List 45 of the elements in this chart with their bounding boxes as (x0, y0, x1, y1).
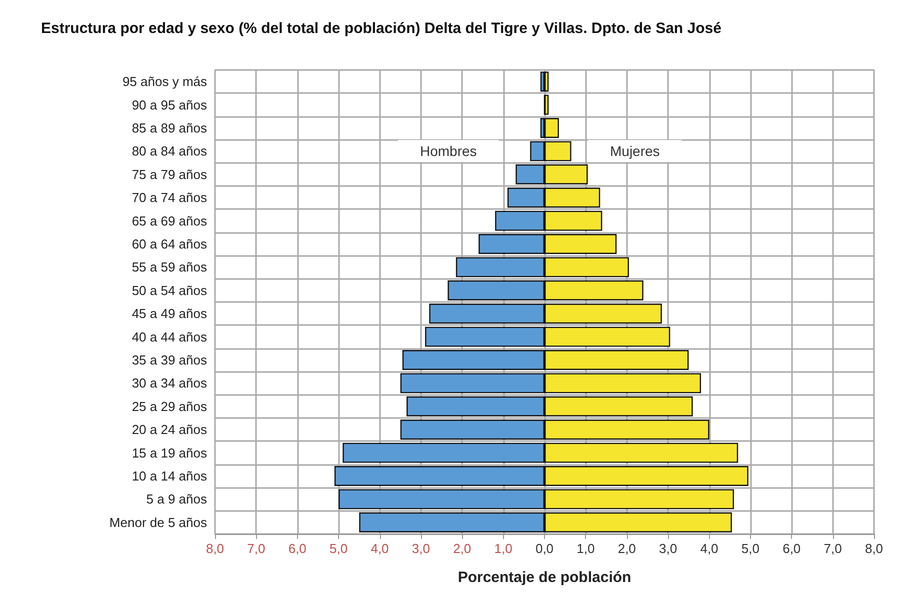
chart-title: Estructura por edad y sexo (% del total de población) Delta del Tigre y Villas. Dpto. de San José (41, 20, 722, 37)
series-label: Mujeres (610, 143, 660, 159)
x-tick-label: 3,0 (412, 541, 430, 556)
x-tick-label: 8,0 (206, 541, 224, 556)
y-tick-label: 30 a 34 años (132, 376, 208, 391)
text: Hombres (420, 143, 477, 159)
x-tick-label: 6,0 (782, 541, 801, 556)
y-tick-label: 85 a 89 años (132, 120, 208, 136)
x-tick-label: 6,0 (288, 541, 306, 556)
x-tick-label: 7,0 (824, 541, 842, 556)
y-tick-label: 35 a 39 años (132, 352, 208, 368)
y-tick-label: 45 a 49 años (132, 306, 208, 322)
y-tick-label: 95 años y más (122, 74, 208, 90)
y-tick-label: 80 a 84 años (132, 144, 208, 159)
bar (544, 72, 549, 92)
x-tick-label: 4,0 (370, 541, 389, 556)
y-tick-label: Menor de 5 años (109, 514, 208, 530)
y-tick-label: 65 a 69 años (132, 213, 208, 228)
x-axis-title: Porcentaje de población (458, 569, 632, 586)
x-tick-label: 2,0 (618, 541, 636, 556)
x-tick-label: 2,0 (453, 541, 472, 556)
y-tick-label: 25 a 29 años (132, 398, 208, 414)
x-tick-label: 5,0 (330, 541, 348, 556)
x-tick-label: 8,0 (864, 541, 884, 556)
y-tick-label: 50 a 54 años (132, 282, 208, 298)
y-tick-label: 20 a 24 años (132, 422, 208, 438)
y-tick-label: 40 a 44 años (132, 329, 208, 344)
x-tick-label: 4,0 (700, 541, 718, 556)
x-tick-label: 7,0 (247, 541, 266, 556)
x-tick-label: 1,0 (576, 541, 595, 556)
bar (544, 118, 559, 138)
y-tick-label: 15 a 19 años (132, 445, 208, 460)
y-tick-label: 5 a 9 años (146, 492, 208, 507)
bar (544, 94, 549, 115)
y-tick-label: 60 a 64 años (132, 236, 208, 252)
y-tick-label: 75 a 79 años (132, 166, 208, 182)
bar (540, 72, 544, 92)
y-tick-label: 70 a 74 años (132, 190, 208, 206)
x-tick-label: 1,0 (494, 541, 512, 556)
y-tick-label: 55 a 59 años (132, 260, 208, 275)
x-tick-label: 3,0 (659, 541, 678, 556)
y-tick-label: 10 a 14 años (132, 468, 208, 484)
x-tick-label: 5,0 (741, 541, 760, 556)
x-tick-label: 0,0 (535, 541, 554, 556)
y-tick-label: 90 a 95 años (132, 97, 208, 112)
